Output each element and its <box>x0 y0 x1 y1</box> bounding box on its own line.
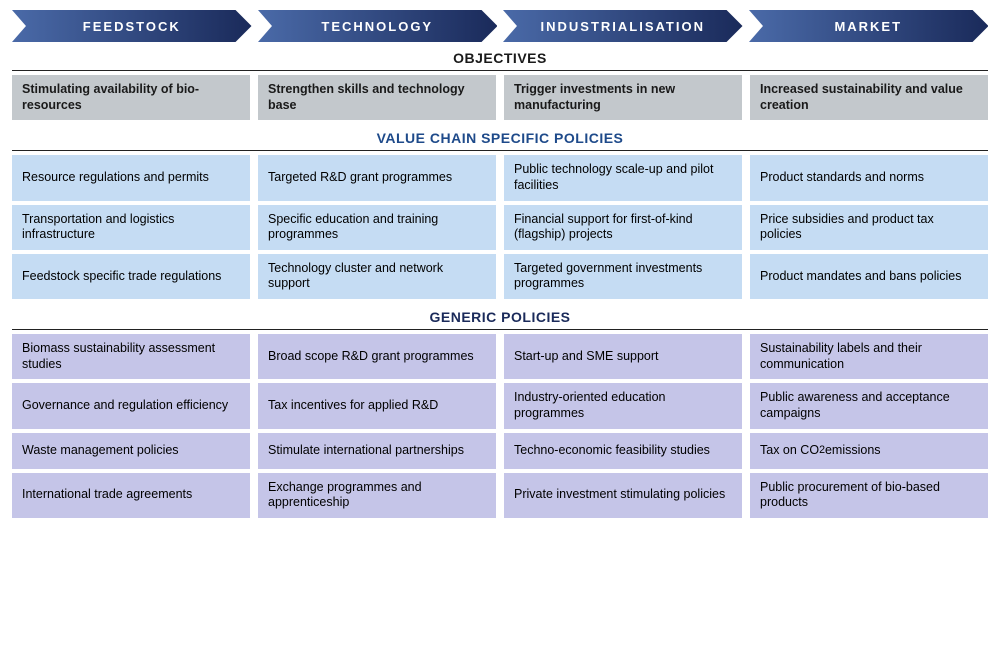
cell: Resource regulations and permits <box>12 155 250 200</box>
cell: Tax on CO2 emissions <box>750 433 988 469</box>
section-title-vcsp: VALUE CHAIN SPECIFIC POLICIES <box>12 130 988 146</box>
cell: Exchange programmes and apprenticeship <box>258 473 496 518</box>
divider <box>12 150 988 151</box>
cell: Sustainability labels and their communic… <box>750 334 988 379</box>
cell: Feedstock specific trade regulations <box>12 254 250 299</box>
arrow-label: FEEDSTOCK <box>83 19 181 34</box>
cell: Price subsidies and product tax policies <box>750 205 988 250</box>
arrow-technology: TECHNOLOGY <box>258 10 498 42</box>
cell: Public awareness and acceptance campaign… <box>750 383 988 428</box>
cell: Product standards and norms <box>750 155 988 200</box>
arrow-label: MARKET <box>834 19 902 34</box>
divider <box>12 70 988 71</box>
cell: Transportation and logistics infrastruct… <box>12 205 250 250</box>
cell: Strengthen skills and technology base <box>258 75 496 120</box>
cell: Technology cluster and network support <box>258 254 496 299</box>
arrow-label: INDUSTRIALISATION <box>541 19 705 34</box>
arrow-industrialisation: INDUSTRIALISATION <box>503 10 743 42</box>
cell: Stimulate international partnerships <box>258 433 496 469</box>
cell: Product mandates and bans policies <box>750 254 988 299</box>
cell: Specific education and training programm… <box>258 205 496 250</box>
divider <box>12 329 988 330</box>
cell: Techno-economic feasibility studies <box>504 433 742 469</box>
cell: Private investment stimulating policies <box>504 473 742 518</box>
cell: Targeted R&D grant programmes <box>258 155 496 200</box>
cell: Public technology scale-up and pilot fac… <box>504 155 742 200</box>
cell: Governance and regulation efficiency <box>12 383 250 428</box>
cell: Biomass sustainability assessment studie… <box>12 334 250 379</box>
cell: International trade agreements <box>12 473 250 518</box>
cell: Trigger investments in new manufacturing <box>504 75 742 120</box>
cell: Public procurement of bio-based products <box>750 473 988 518</box>
cell: Tax incentives for applied R&D <box>258 383 496 428</box>
arrow-label: TECHNOLOGY <box>321 19 433 34</box>
arrow-feedstock: FEEDSTOCK <box>12 10 252 42</box>
cell: Waste management policies <box>12 433 250 469</box>
cell: Start-up and SME support <box>504 334 742 379</box>
cell: Targeted government investments programm… <box>504 254 742 299</box>
cell: Broad scope R&D grant programmes <box>258 334 496 379</box>
cell: Financial support for first-of-kind (fla… <box>504 205 742 250</box>
arrow-market: MARKET <box>749 10 989 42</box>
vcsp-grid: Resource regulations and permitsTargeted… <box>12 155 988 299</box>
cell: Increased sustainability and value creat… <box>750 75 988 120</box>
section-title-generic: GENERIC POLICIES <box>12 309 988 325</box>
cell: Industry-oriented education programmes <box>504 383 742 428</box>
section-title-objectives: OBJECTIVES <box>12 50 988 66</box>
cell: Stimulating availability of bio-resource… <box>12 75 250 120</box>
objectives-grid: Stimulating availability of bio-resource… <box>12 75 988 120</box>
generic-grid: Biomass sustainability assessment studie… <box>12 334 988 518</box>
column-header-arrows: FEEDSTOCK TECHNOLOGY INDUSTRIALISATION M… <box>12 10 988 42</box>
